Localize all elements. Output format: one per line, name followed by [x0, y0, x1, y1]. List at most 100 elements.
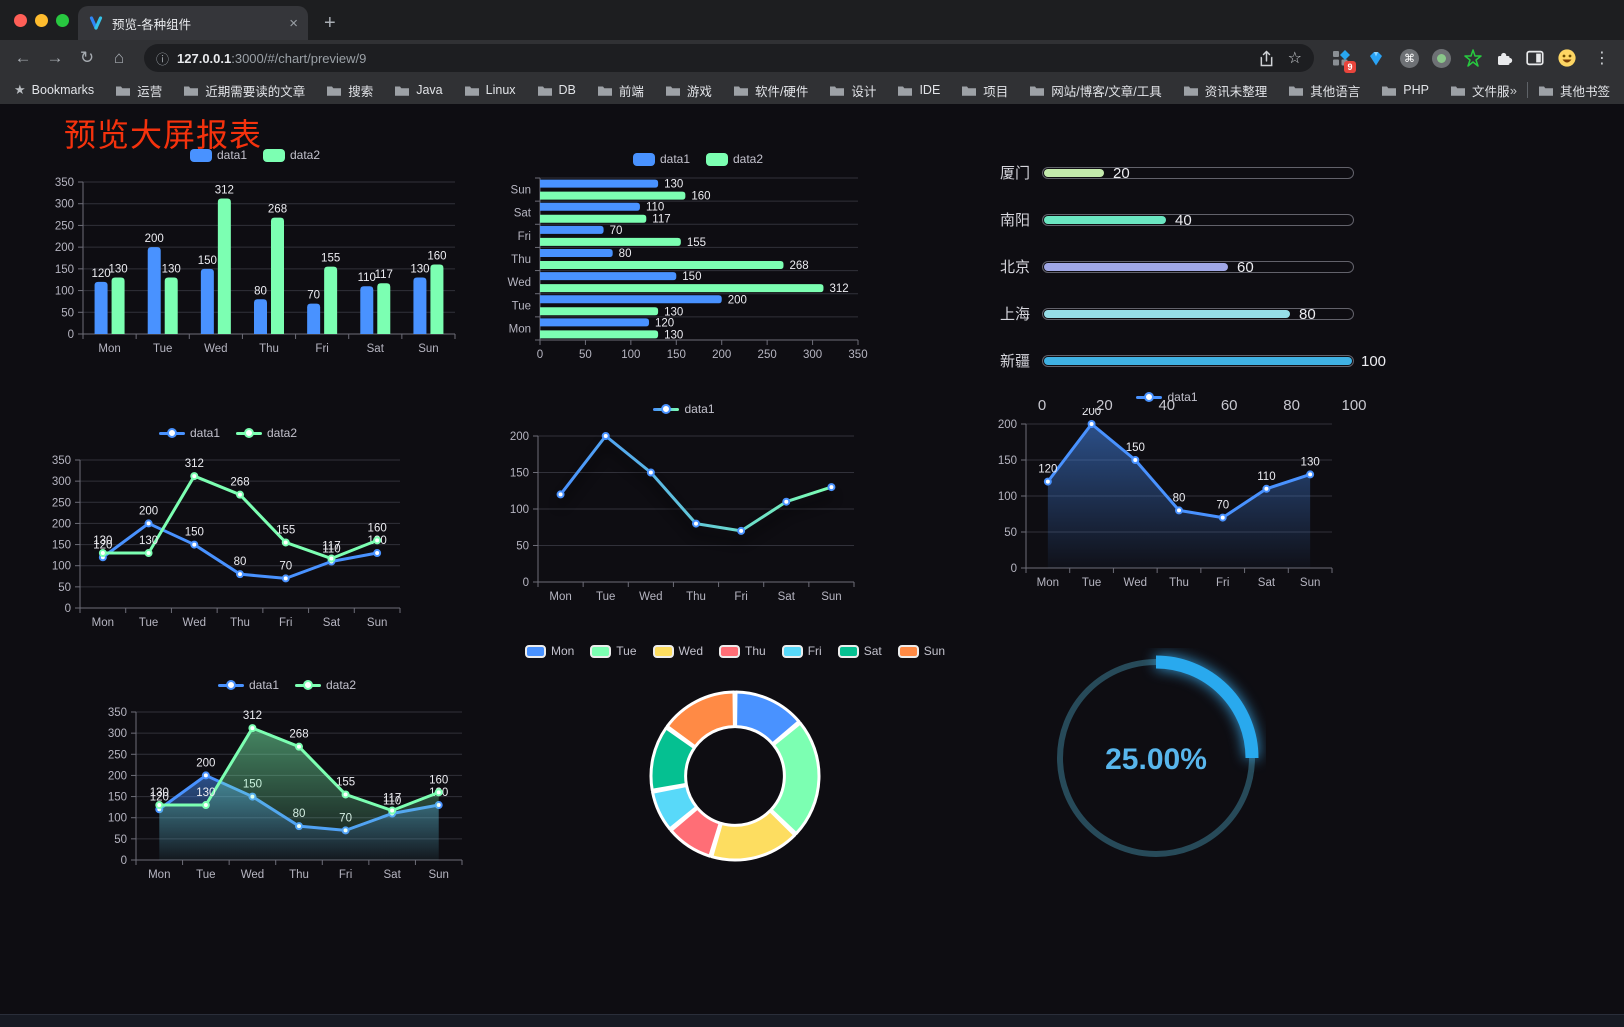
chart-grouped-hbar[interactable]: data1 data2 0 50 100 150 200 250 300 350 Mon 120 130…: [498, 148, 898, 370]
progress-row-新疆[interactable]: 新疆 100: [992, 350, 1386, 371]
bookmark-folder-资讯未整理[interactable]: 资讯未整理: [1183, 81, 1267, 100]
chart-canvas[interactable]: 25.00%: [1046, 648, 1266, 868]
svg-text:Tue: Tue: [596, 591, 615, 603]
bookmark-folder-项目[interactable]: 项目: [961, 81, 1008, 100]
recorder-extension-icon[interactable]: [1432, 48, 1451, 68]
legend-swatch: [897, 644, 919, 658]
tab-close-icon[interactable]: ×: [289, 14, 298, 32]
side-panel-icon[interactable]: [1526, 50, 1544, 66]
chart-week-donut[interactable]: Mon Tue Wed Thu Fri Sat Sun: [524, 640, 945, 880]
close-window-button[interactable]: [14, 14, 27, 27]
legend-item-data1[interactable]: data1: [1136, 390, 1198, 404]
chart-canvas[interactable]: 0 50 100 150 200 250 300 350 Mon Tue Wed Thu Fri Sat S…: [98, 696, 476, 888]
progress-fill: [1044, 215, 1166, 224]
chart-canvas[interactable]: [525, 662, 945, 878]
progress-row-厦门[interactable]: 厦门 20: [992, 162, 1354, 183]
folder-icon: [1450, 86, 1465, 96]
legend-item-data1[interactable]: data1: [158, 426, 220, 440]
bookmark-folder-文件服务器[interactable]: 文件服务器: [1450, 81, 1510, 100]
bookmark-folder-Java[interactable]: Java: [394, 83, 443, 97]
bookmark-folder-IDE[interactable]: IDE: [897, 83, 940, 97]
puzzle-extensions-icon[interactable]: [1495, 50, 1513, 67]
url-text[interactable]: 127.0.0.1:3000/#/chart/preview/9: [177, 51, 1251, 66]
new-tab-button[interactable]: +: [324, 12, 336, 34]
bookmark-folder-运营[interactable]: 运营: [115, 81, 162, 100]
bookmarks-manager[interactable]: ★ Bookmarks: [14, 82, 95, 97]
legend-item-Thu[interactable]: Thu: [719, 644, 766, 658]
bookmarks-overflow-chevron[interactable]: »: [1509, 82, 1517, 98]
chart-two-line[interactable]: data1 data2 0 50 100 150 200 250 300 350 Mon Tue Wed…: [42, 422, 414, 638]
legend-item-Sun[interactable]: Sun: [897, 644, 945, 658]
chart-city-progress[interactable]: 厦门 20 南阳 40 北京 60 上海: [992, 156, 1386, 415]
legend-item-Tue[interactable]: Tue: [590, 644, 637, 658]
bookmark-folder-设计[interactable]: 设计: [829, 81, 876, 100]
bookmark-folder-PHP[interactable]: PHP: [1381, 83, 1429, 97]
bookmark-folder-搜索[interactable]: 搜索: [326, 81, 373, 100]
bookmark-folder-游戏[interactable]: 游戏: [665, 81, 712, 100]
legend-item-data1[interactable]: data1: [189, 148, 247, 162]
progress-row-北京[interactable]: 北京 60: [992, 256, 1354, 277]
tampermonkey-extension-icon[interactable]: 9: [1330, 47, 1356, 73]
legend-item-data1[interactable]: data1: [217, 678, 279, 692]
minimize-window-button[interactable]: [35, 14, 48, 27]
svg-text:Wed: Wed: [639, 591, 662, 603]
bookmark-folder-Linux[interactable]: Linux: [464, 83, 516, 97]
chart-canvas[interactable]: 0 50 100 150 200 250 300 350 Mon Tue Wed Thu Fri Sat S…: [45, 166, 465, 364]
green-star-extension-icon[interactable]: [1464, 49, 1482, 67]
svg-text:Mon: Mon: [98, 343, 120, 355]
chart-grouped-bar[interactable]: data1 data2 0 50 100 150 200 250 300 350 Mon Tue Wed…: [45, 144, 465, 366]
chart-percent-gauge[interactable]: 25.00%: [1046, 648, 1266, 868]
home-button[interactable]: ⌂: [113, 48, 125, 67]
svg-text:200: 200: [55, 242, 74, 254]
browser-menu-icon[interactable]: ⋮: [1594, 50, 1610, 67]
reload-button[interactable]: ↻: [79, 48, 95, 67]
legend-swatch: [590, 644, 612, 658]
bookmark-folder-DB[interactable]: DB: [537, 83, 576, 97]
svg-text:Wed: Wed: [1124, 577, 1147, 589]
back-button[interactable]: ←: [14, 48, 32, 67]
chart-canvas[interactable]: 0 50 100 150 200 250 300 350 Mon Tue Wed Thu Fri Sat S…: [42, 444, 414, 636]
legend-item-Mon[interactable]: Mon: [524, 644, 574, 658]
svg-text:200: 200: [108, 770, 127, 782]
other-bookmarks-folder[interactable]: 其他书签: [1538, 81, 1610, 100]
share-icon[interactable]: [1259, 50, 1274, 67]
legend-item-Wed[interactable]: Wed: [652, 644, 703, 658]
bookmark-folder-网站/博客/文章/工具[interactable]: 网站/博客/文章/工具: [1029, 81, 1162, 100]
progress-row-上海[interactable]: 上海 80: [992, 303, 1354, 324]
chart-gradient-line[interactable]: data1 0 50 100 150 200 Mon Tue Wed Thu Fri Sat Sun: [500, 398, 868, 612]
chart-area-line[interactable]: data1 0 50 100 150 200 Mon Tue Wed Thu Fri Sat Sun 12…: [988, 386, 1346, 598]
gem-icon: [1370, 51, 1382, 65]
progress-fill: [1044, 262, 1228, 271]
chart-legend: Mon Tue Wed Thu Fri Sat Sun: [524, 640, 945, 662]
legend-item-data1[interactable]: data1: [632, 152, 690, 166]
zoom-window-button[interactable]: [56, 14, 69, 27]
chart-two-area[interactable]: data1 data2 0 50 100 150 200 250 300 350 Mon Tue Wed…: [98, 674, 476, 890]
svg-text:200: 200: [1082, 408, 1101, 418]
legend-item-Sat[interactable]: Sat: [837, 644, 882, 658]
browser-tab[interactable]: 预览-各种组件 ×: [78, 6, 308, 40]
legend-item-data2[interactable]: data2: [236, 426, 297, 440]
legend-item-data2[interactable]: data2: [263, 148, 320, 162]
site-info-icon[interactable]: ⓘ: [156, 51, 170, 67]
forward-button[interactable]: →: [46, 48, 64, 67]
legend-item-data2[interactable]: data2: [706, 152, 763, 166]
bookmark-star-icon[interactable]: ☆: [1287, 50, 1302, 67]
legend-item-data2[interactable]: data2: [295, 678, 356, 692]
address-bar[interactable]: ⓘ 127.0.0.1:3000/#/chart/preview/9 ☆: [144, 44, 1314, 72]
progress-row-南阳[interactable]: 南阳 40: [992, 209, 1354, 230]
legend-item-data1[interactable]: data1: [653, 402, 715, 416]
command-extension-icon[interactable]: ⌘: [1400, 48, 1419, 68]
legend-item-Fri[interactable]: Fri: [781, 644, 822, 658]
svg-text:Sun: Sun: [367, 617, 387, 629]
gem-extension-icon[interactable]: [1365, 47, 1387, 69]
bookmark-folder-软件/硬件[interactable]: 软件/硬件: [733, 81, 808, 100]
legend-label: Tue: [616, 644, 637, 658]
emoji-profile-icon[interactable]: [1557, 48, 1577, 68]
chart-canvas[interactable]: 0 50 100 150 200 Mon Tue Wed Thu Fri Sat Sun 120 200 1…: [988, 406, 1346, 596]
bookmark-folder-前端[interactable]: 前端: [597, 81, 644, 100]
bookmark-folder-近期需要读的文章[interactable]: 近期需要读的文章: [183, 81, 305, 100]
bookmark-folder-其他语言[interactable]: 其他语言: [1288, 81, 1360, 100]
chart-canvas[interactable]: 0 50 100 150 200 Mon Tue Wed Thu Fri Sat Sun: [500, 420, 868, 610]
